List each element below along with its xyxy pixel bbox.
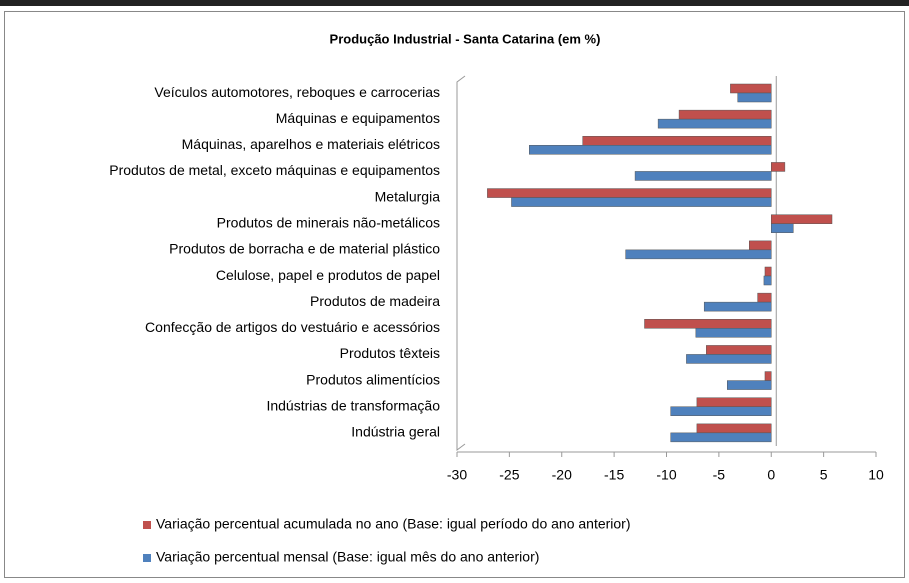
bar [625, 249, 772, 260]
category-label: Metalurgia [375, 188, 441, 204]
bar [706, 345, 772, 355]
bar [771, 162, 786, 172]
category-label: Produtos de madeira [310, 293, 440, 309]
bar [771, 214, 833, 224]
x-tick-label: -5 [713, 467, 726, 483]
bar [511, 197, 772, 207]
x-tick-label: -10 [656, 467, 676, 483]
bar [737, 92, 772, 103]
category-label: Produtos de minerais não-metálicos [217, 214, 440, 230]
category-label: Produtos de borracha e de material plást… [169, 241, 440, 257]
category-label: Celulose, papel e produtos de papel [216, 267, 440, 283]
bar [749, 240, 772, 251]
x-tick-label: -25 [499, 467, 519, 483]
category-label: Veículos automotores, reboques e carroce… [154, 84, 440, 100]
bar [695, 328, 772, 338]
bar [727, 380, 772, 390]
bar [634, 171, 772, 181]
x-tick-label: 5 [820, 467, 828, 483]
bar [764, 266, 772, 277]
category-label: Produtos de metal, exceto máquinas e equ… [109, 162, 440, 178]
bar [487, 188, 772, 198]
bar [696, 423, 772, 434]
category-label: Produtos têxteis [340, 345, 440, 361]
bar [696, 397, 772, 407]
top-bar [0, 0, 909, 6]
legend-swatch [143, 554, 151, 562]
bar [670, 432, 772, 443]
legend-swatch [143, 521, 151, 529]
x-tick-label: 10 [868, 467, 884, 483]
category-label: Indústrias de transformação [266, 397, 440, 413]
x-tick-label: 0 [767, 467, 775, 483]
bar [771, 223, 794, 233]
category-label: Produtos alimentícios [306, 371, 440, 387]
legend-label: Variação percentual acumulada no ano (Ba… [156, 516, 631, 532]
category-label: Máquinas e equipamentos [276, 110, 440, 126]
x-tick-label: -20 [552, 467, 572, 483]
bar [686, 354, 772, 364]
chart-frame [4, 11, 905, 578]
axis-wall [456, 75, 466, 451]
category-label: Indústria geral [351, 424, 440, 440]
category-label: Máquinas, aparelhos e materiais elétrico… [182, 136, 440, 152]
legend-label: Variação percentual mensal (Base: igual … [156, 549, 539, 565]
bar [763, 275, 772, 286]
x-tick-label: -15 [604, 467, 624, 483]
bar [764, 371, 772, 381]
bar [703, 301, 772, 312]
bar [678, 109, 772, 120]
bar [657, 118, 772, 129]
chart-title: Produção Industrial - Santa Catarina (em… [330, 31, 601, 46]
bar [582, 136, 772, 146]
bar [757, 292, 772, 303]
category-label: Confecção de artigos do vestuário e aces… [145, 319, 440, 335]
bar [529, 145, 772, 155]
bar [644, 319, 772, 329]
bar [730, 83, 772, 94]
bar [670, 406, 772, 416]
x-tick-label: -30 [447, 467, 467, 483]
